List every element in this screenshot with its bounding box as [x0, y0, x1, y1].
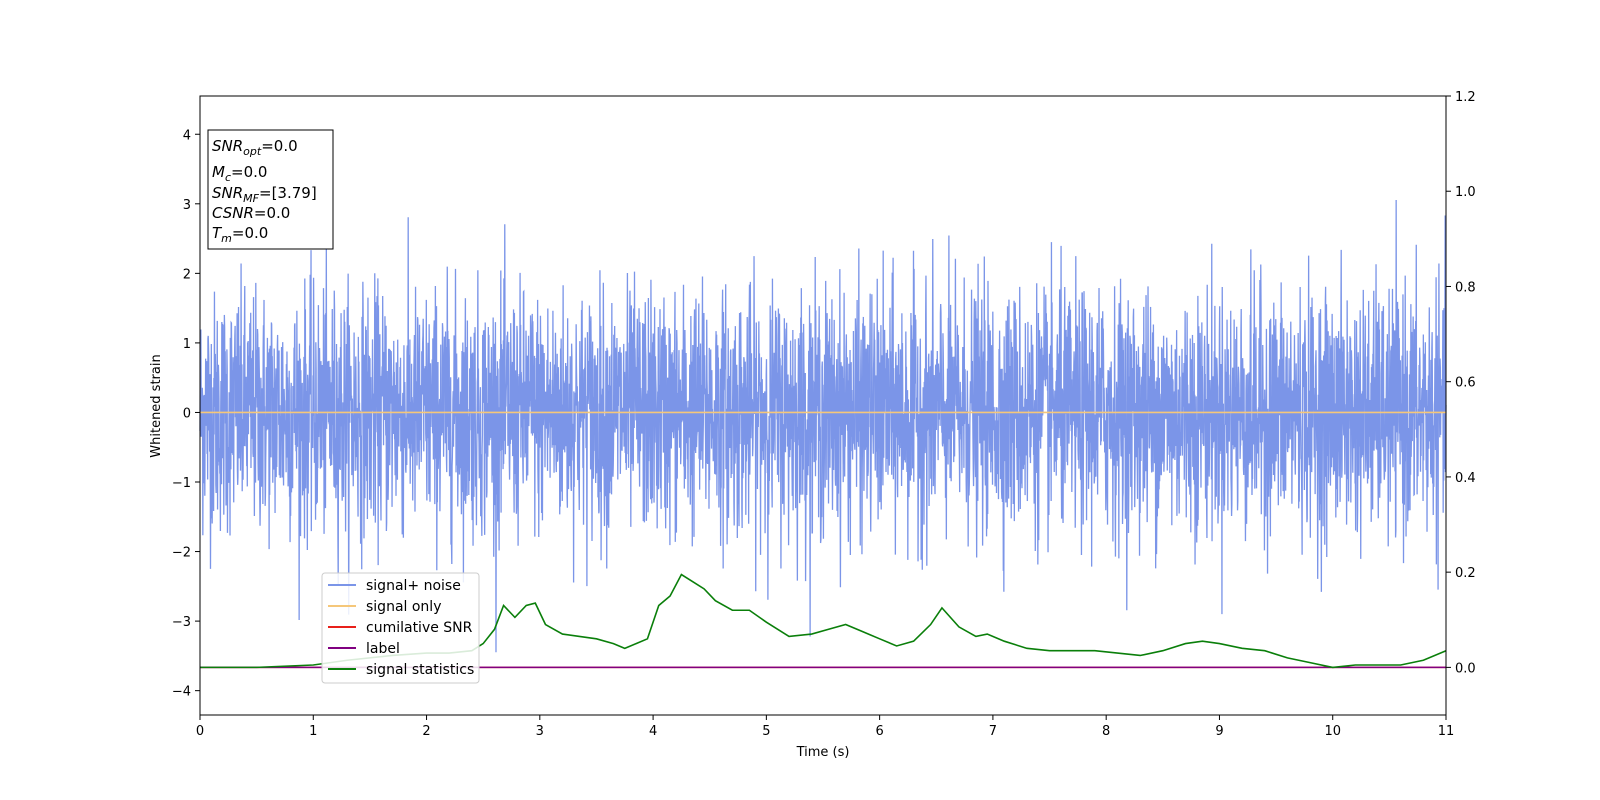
- x-tick-label: 1: [309, 724, 317, 739]
- info-line: SNRopt=0.0: [212, 137, 298, 158]
- series-signal-statistics: [200, 573, 1447, 669]
- y-left-tick-label: −4: [172, 685, 191, 700]
- y-axis-right-ticks: 0.0 0.2 0.4 0.6 0.8 1.0 1.2: [1446, 90, 1476, 676]
- y-axis-label: Whitened strain: [149, 354, 164, 457]
- y-right-tick-label: 1.0: [1455, 185, 1476, 200]
- x-tick-label: 10: [1324, 724, 1341, 739]
- x-tick-label: 8: [1102, 724, 1110, 739]
- info-line: Tm=0.0: [212, 224, 268, 245]
- legend: signal+ noise signal only cumilative SNR la…: [321, 572, 480, 684]
- x-tick-label: 11: [1438, 724, 1455, 739]
- y-left-tick-label: 0: [183, 406, 191, 421]
- legend-entry: signal only: [366, 599, 441, 615]
- signal-noise-line: [199, 200, 1447, 653]
- y-left-tick-label: 3: [183, 198, 191, 213]
- y-left-tick-label: −3: [172, 615, 191, 630]
- x-tick-label: 5: [762, 724, 770, 739]
- info-line: SNRMF=[3.79]: [212, 184, 317, 205]
- x-tick-label: 4: [649, 724, 657, 739]
- info-line: Mc=0.0: [212, 163, 267, 184]
- y-left-tick-label: −2: [172, 546, 191, 561]
- x-tick-label: 2: [422, 724, 430, 739]
- y-left-tick-label: −1: [172, 476, 191, 491]
- y-right-tick-label: 0.8: [1455, 280, 1476, 295]
- y-right-tick-label: 0.4: [1455, 471, 1476, 486]
- info-line: CSNR=0.0: [212, 204, 290, 222]
- series-signal-noise: [199, 200, 1447, 653]
- x-tick-label: 6: [875, 724, 883, 739]
- legend-entry: signal+ noise: [366, 578, 461, 594]
- y-right-tick-label: 0.2: [1455, 566, 1476, 581]
- y-left-tick-label: 4: [183, 128, 191, 143]
- y-axis-left-ticks: −4 −3 −2 −1 0 1 2 3 4: [172, 128, 200, 700]
- y-left-tick-label: 2: [183, 267, 191, 282]
- y-right-tick-label: 1.2: [1455, 90, 1476, 105]
- legend-entry: signal statistics: [366, 662, 474, 678]
- x-tick-label: 9: [1215, 724, 1223, 739]
- x-tick-label: 3: [536, 724, 544, 739]
- legend-entry: cumilative SNR: [366, 620, 473, 636]
- y-right-tick-label: 0.0: [1455, 661, 1476, 676]
- x-axis-ticks: 0 1 2 3 4 5 6 7 8 9 10 11: [196, 715, 1454, 739]
- x-axis-label: Time (s): [796, 745, 850, 760]
- y-right-tick-label: 0.6: [1455, 376, 1476, 391]
- plot-frame: [199, 95, 1447, 716]
- x-tick-label: 7: [989, 724, 997, 739]
- legend-entry: label: [366, 641, 400, 657]
- x-tick-label: 0: [196, 724, 204, 739]
- y-left-tick-label: 1: [183, 337, 191, 352]
